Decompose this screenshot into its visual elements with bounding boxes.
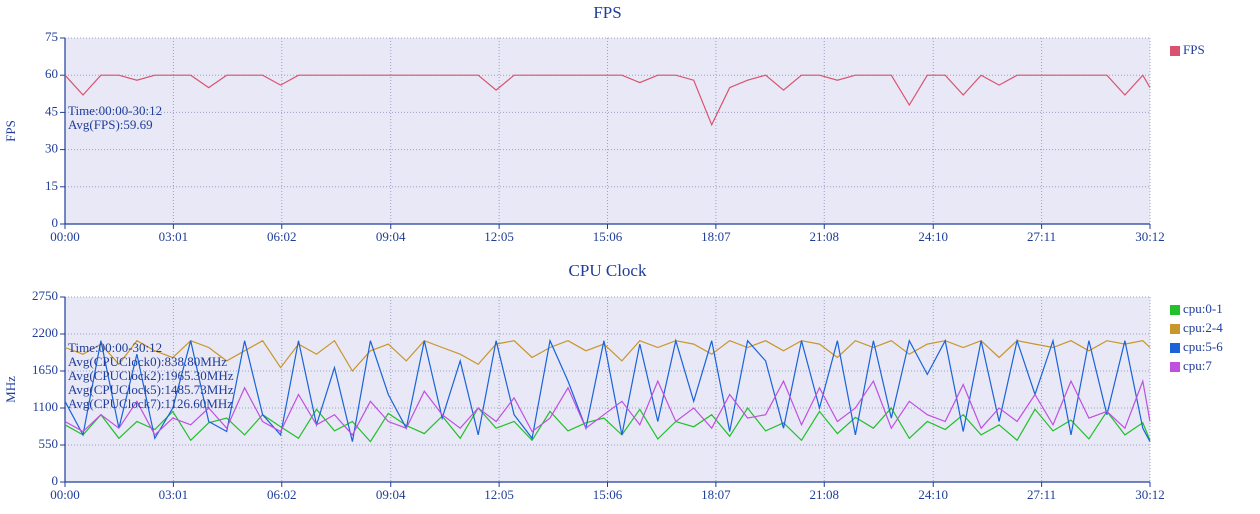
- x-tick-label: 12:05: [484, 229, 514, 244]
- annotation: Avg(CPUClock0):838.80MHz: [68, 354, 227, 369]
- y-tick-label: 2200: [32, 325, 58, 340]
- x-tick-label: 27:11: [1027, 487, 1056, 502]
- y-axis-label: FPS: [3, 120, 18, 142]
- y-tick-label: 550: [39, 436, 59, 451]
- x-tick-label: 18:07: [701, 229, 731, 244]
- y-axis-label: MHz: [3, 376, 18, 403]
- y-tick-label: 0: [52, 215, 59, 230]
- x-tick-label: 24:10: [918, 487, 948, 502]
- legend-swatch: [1170, 343, 1180, 353]
- legend-swatch: [1170, 362, 1180, 372]
- x-tick-label: 15:06: [593, 487, 623, 502]
- legend-label: FPS: [1183, 42, 1205, 57]
- series-line: [64, 378, 1151, 436]
- annotation: Avg(CPUClock2):1965.30MHz: [68, 368, 234, 383]
- y-tick-label: 1100: [32, 399, 58, 414]
- x-tick-label: 30:12: [1135, 229, 1165, 244]
- series-line: [64, 339, 1151, 373]
- y-tick-label: 30: [45, 141, 58, 156]
- x-tick-label: 21:08: [809, 229, 839, 244]
- x-tick-label: 03:01: [159, 487, 189, 502]
- y-tick-label: 15: [45, 178, 58, 193]
- legend-label: cpu:7: [1183, 358, 1212, 373]
- annotation: Avg(FPS):59.69: [68, 117, 153, 132]
- chart-title: CPU Clock: [569, 261, 647, 280]
- legend-label: cpu:2-4: [1183, 320, 1223, 335]
- x-tick-label: 09:04: [376, 229, 406, 244]
- annotation: Time:00:00-30:12: [68, 340, 162, 355]
- series-line: [64, 406, 1151, 443]
- x-tick-label: 30:12: [1135, 487, 1165, 502]
- y-tick-label: 75: [45, 29, 58, 44]
- x-tick-label: 27:11: [1027, 229, 1056, 244]
- x-tick-label: 06:02: [267, 487, 297, 502]
- chart-title: FPS: [593, 3, 621, 22]
- series-line: [64, 74, 1151, 127]
- legend-swatch: [1170, 46, 1180, 56]
- y-tick-label: 2750: [32, 288, 58, 303]
- y-tick-label: 1650: [32, 362, 58, 377]
- y-tick-label: 0: [52, 473, 59, 488]
- annotation: Time:00:00-30:12: [68, 103, 162, 118]
- x-tick-label: 09:04: [376, 487, 406, 502]
- x-tick-label: 21:08: [809, 487, 839, 502]
- x-tick-label: 12:05: [484, 487, 514, 502]
- x-tick-label: 06:02: [267, 229, 297, 244]
- x-tick-label: 00:00: [50, 487, 80, 502]
- series-line: [64, 338, 1151, 442]
- x-tick-label: 03:01: [159, 229, 189, 244]
- legend-swatch: [1170, 305, 1180, 315]
- legend-label: cpu:0-1: [1183, 301, 1223, 316]
- legend-swatch: [1170, 324, 1180, 334]
- x-tick-label: 15:06: [593, 229, 623, 244]
- legend-label: cpu:5-6: [1183, 339, 1223, 354]
- y-tick-label: 45: [45, 103, 58, 118]
- annotation: Avg(CPUClock5):1485.73MHz: [68, 382, 234, 397]
- x-tick-label: 00:00: [50, 229, 80, 244]
- x-tick-label: 18:07: [701, 487, 731, 502]
- annotation: Avg(CPUClock7):1126.60MHz: [68, 396, 233, 411]
- x-tick-label: 24:10: [918, 229, 948, 244]
- y-tick-label: 60: [45, 66, 58, 81]
